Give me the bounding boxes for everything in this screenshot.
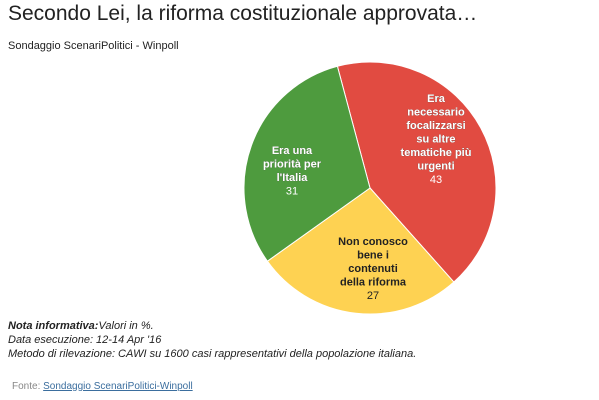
note-method: Metodo di rilevazione: CAWI su 1600 casi… (8, 348, 417, 360)
pie-slices (243, 61, 497, 315)
pie-slice (266, 187, 455, 315)
pie-slice (243, 65, 371, 262)
chart-title: Secondo Lei, la riforma costituzionale a… (8, 2, 478, 25)
pie-labels: Era necessario focalizzarsi su altre tematic… (263, 93, 472, 302)
slice-value: 27 (367, 290, 379, 302)
note-label: Nota informativa: (8, 320, 99, 332)
notes: Nota informativa:Valori in %. Data esecu… (8, 319, 416, 361)
source: Fonte: Sondaggio ScenariPolitici-Winpoll (12, 381, 193, 392)
slice-label: Non conosco bene i contenuti della riforma (338, 236, 408, 289)
note-date: Data esecuzione: 12-14 Apr '16 (8, 334, 162, 346)
slice-label: Era una priorità per l'Italia (263, 145, 322, 184)
slice-value: 43 (430, 174, 442, 186)
pie-slice (336, 61, 497, 283)
source-prefix: Fonte: (12, 381, 44, 392)
note-values-text: Valori in %. (98, 320, 154, 332)
note-values: Nota informativa:Valori in %. (8, 319, 416, 333)
slice-label: Era necessario focalizzarsi su altre tematic… (401, 93, 472, 173)
chart-subtitle: Sondaggio ScenariPolitici - Winpoll (8, 40, 179, 52)
source-link[interactable]: Sondaggio ScenariPolitici-Winpoll (43, 381, 193, 392)
slice-value: 31 (286, 186, 298, 198)
